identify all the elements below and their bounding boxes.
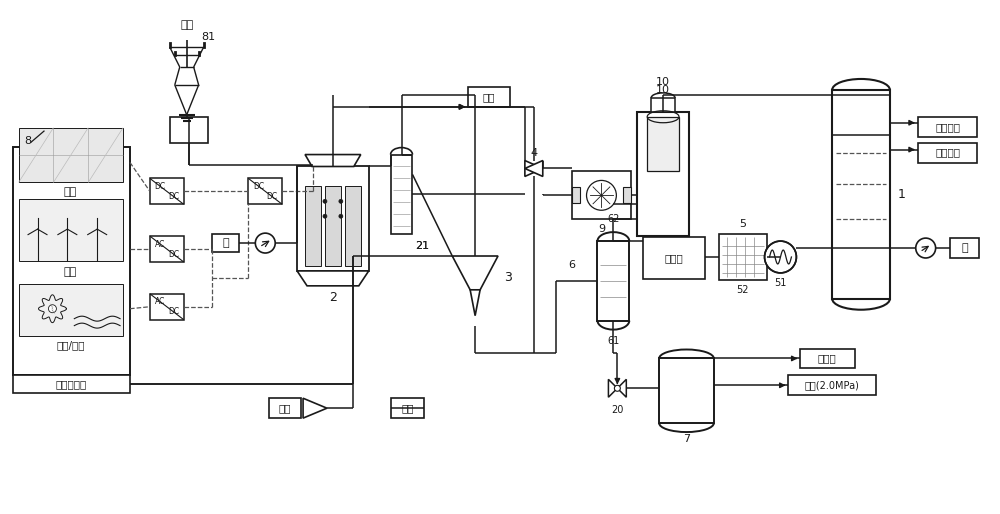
Text: DC: DC <box>253 182 264 191</box>
Bar <box>150 178 184 204</box>
Bar <box>468 87 510 107</box>
Polygon shape <box>303 398 327 418</box>
Circle shape <box>614 386 620 391</box>
Text: AC: AC <box>155 240 165 249</box>
Text: 3: 3 <box>504 271 512 284</box>
Text: 电网: 电网 <box>180 20 193 30</box>
Polygon shape <box>452 256 498 290</box>
Circle shape <box>765 241 796 273</box>
Text: 8: 8 <box>25 136 32 145</box>
Text: DC: DC <box>267 192 278 201</box>
Text: 6: 6 <box>568 260 575 270</box>
Text: 水电/潮汐: 水电/潮汐 <box>56 340 85 351</box>
Circle shape <box>587 180 616 210</box>
Text: 4: 4 <box>530 148 537 158</box>
Bar <box>643 237 705 279</box>
Bar <box>918 117 977 137</box>
Text: 2: 2 <box>329 291 337 304</box>
Bar <box>345 187 361 266</box>
Polygon shape <box>305 155 361 167</box>
Bar <box>170 117 208 142</box>
Bar <box>637 112 689 236</box>
Bar <box>788 375 876 395</box>
Bar <box>391 155 412 234</box>
Text: 52: 52 <box>736 285 749 295</box>
Bar <box>19 199 123 261</box>
Bar <box>572 188 580 204</box>
Text: 7: 7 <box>683 434 690 444</box>
Circle shape <box>323 199 327 204</box>
Text: 10: 10 <box>656 77 670 87</box>
Circle shape <box>255 233 275 253</box>
Circle shape <box>323 214 327 218</box>
Text: 62: 62 <box>607 214 620 224</box>
Text: DC: DC <box>168 192 179 201</box>
Text: 61: 61 <box>607 336 620 345</box>
Bar <box>572 172 631 219</box>
Polygon shape <box>617 379 626 397</box>
Circle shape <box>48 305 56 313</box>
Bar <box>651 98 675 112</box>
Text: 风电: 风电 <box>64 267 77 277</box>
Circle shape <box>339 214 343 218</box>
Text: AC: AC <box>155 297 165 306</box>
Text: 放空: 放空 <box>401 403 414 413</box>
Text: 光伏: 光伏 <box>64 187 77 197</box>
Bar <box>719 234 767 280</box>
Text: 中压蒸汽: 中压蒸汽 <box>935 148 960 158</box>
Bar <box>647 117 679 172</box>
Bar <box>150 236 184 262</box>
Text: 弛放气: 弛放气 <box>818 354 837 363</box>
Circle shape <box>916 238 936 258</box>
Text: 51: 51 <box>774 278 787 288</box>
Bar <box>325 187 341 266</box>
Bar <box>150 294 184 320</box>
Text: 纯氧: 纯氧 <box>483 92 495 102</box>
Bar <box>13 146 130 375</box>
Polygon shape <box>470 290 480 316</box>
Text: DC: DC <box>168 249 179 259</box>
Polygon shape <box>525 160 543 176</box>
Text: DC: DC <box>168 307 179 316</box>
Bar <box>832 90 890 299</box>
Text: 水: 水 <box>222 238 229 248</box>
Text: DC: DC <box>154 182 165 191</box>
Polygon shape <box>297 271 369 286</box>
Bar <box>597 241 629 321</box>
Text: 液氨(2.0MPa): 液氨(2.0MPa) <box>805 380 860 390</box>
Text: 10: 10 <box>656 85 670 95</box>
Bar <box>623 188 631 204</box>
Text: 水: 水 <box>961 243 968 253</box>
Bar <box>297 167 369 271</box>
Bar <box>659 358 714 423</box>
Bar <box>391 398 424 418</box>
Bar <box>950 238 979 258</box>
Bar <box>800 348 855 369</box>
Text: 9: 9 <box>598 224 605 234</box>
Bar <box>918 142 977 162</box>
Bar <box>269 398 301 418</box>
Polygon shape <box>49 303 55 315</box>
Bar <box>13 375 130 393</box>
Text: 21: 21 <box>415 241 429 251</box>
Bar <box>248 178 282 204</box>
Polygon shape <box>525 160 543 176</box>
Circle shape <box>339 199 343 204</box>
Text: 5: 5 <box>739 219 746 229</box>
Text: 1: 1 <box>898 188 906 201</box>
Text: 制冷机: 制冷机 <box>665 253 683 263</box>
Bar <box>19 284 123 336</box>
Polygon shape <box>608 379 617 397</box>
Text: 21: 21 <box>415 241 429 251</box>
Text: 81: 81 <box>202 32 216 42</box>
Text: 高压蒸汽: 高压蒸汽 <box>935 122 960 132</box>
Bar <box>19 127 123 182</box>
Text: 20: 20 <box>611 405 624 415</box>
Bar <box>305 187 321 266</box>
Text: 工业副产氢: 工业副产氢 <box>56 379 87 389</box>
Text: 空气: 空气 <box>279 403 291 413</box>
Bar <box>212 234 239 252</box>
